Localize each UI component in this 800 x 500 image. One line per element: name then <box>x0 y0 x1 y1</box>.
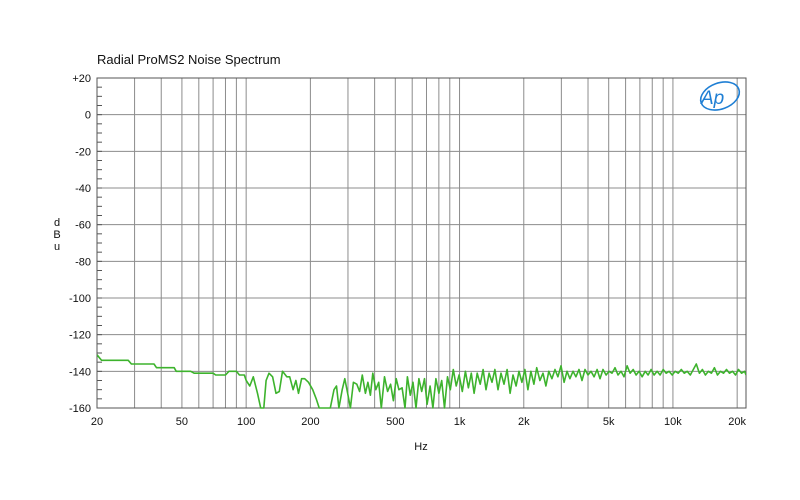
plot-frame <box>96 77 747 409</box>
x-tick-label: 500 <box>386 416 404 428</box>
y-tick-label: -40 <box>75 183 91 195</box>
y-tick-label: -80 <box>75 256 91 268</box>
y-tick-label: -60 <box>75 220 91 232</box>
series-layer <box>97 354 746 409</box>
x-tick-labels: 20 50 100 200 500 1k 2k 5k 10k 20k <box>91 416 747 428</box>
y-tick-label: -140 <box>69 366 91 378</box>
x-tick-label: 5k <box>603 416 615 428</box>
y-tick-label: -120 <box>69 330 91 342</box>
x-tick-label: 20 <box>91 416 103 428</box>
minor-tick-marks <box>97 77 102 409</box>
x-tick-label: 200 <box>301 416 319 428</box>
x-tick-label: 10k <box>664 416 682 428</box>
x-tick-label: 2k <box>518 416 530 428</box>
x-axis-label: Hz <box>414 441 427 453</box>
y-tick-label: -20 <box>75 146 91 158</box>
x-tick-label: 20k <box>728 416 746 428</box>
y-tick-label: -100 <box>69 293 91 305</box>
x-tick-label: 1k <box>454 416 466 428</box>
chart-title: Radial ProMS2 Noise Spectrum <box>97 52 281 67</box>
grid-lines <box>97 78 746 408</box>
ap-logo-swoosh <box>699 81 741 111</box>
noise-spectrum-series-line <box>97 354 746 409</box>
ap-logo: Ap <box>699 81 741 111</box>
y-tick-label: -160 <box>69 403 91 415</box>
y-tick-label: +20 <box>72 73 91 85</box>
x-tick-label: 50 <box>176 416 188 428</box>
x-tick-label: 100 <box>237 416 255 428</box>
y-tick-labels: +20 0 -20 -40 -60 -80 -100 -120 -140 -160 <box>69 73 91 415</box>
ap-logo-text: Ap <box>700 88 724 109</box>
y-tick-label: 0 <box>85 110 91 122</box>
